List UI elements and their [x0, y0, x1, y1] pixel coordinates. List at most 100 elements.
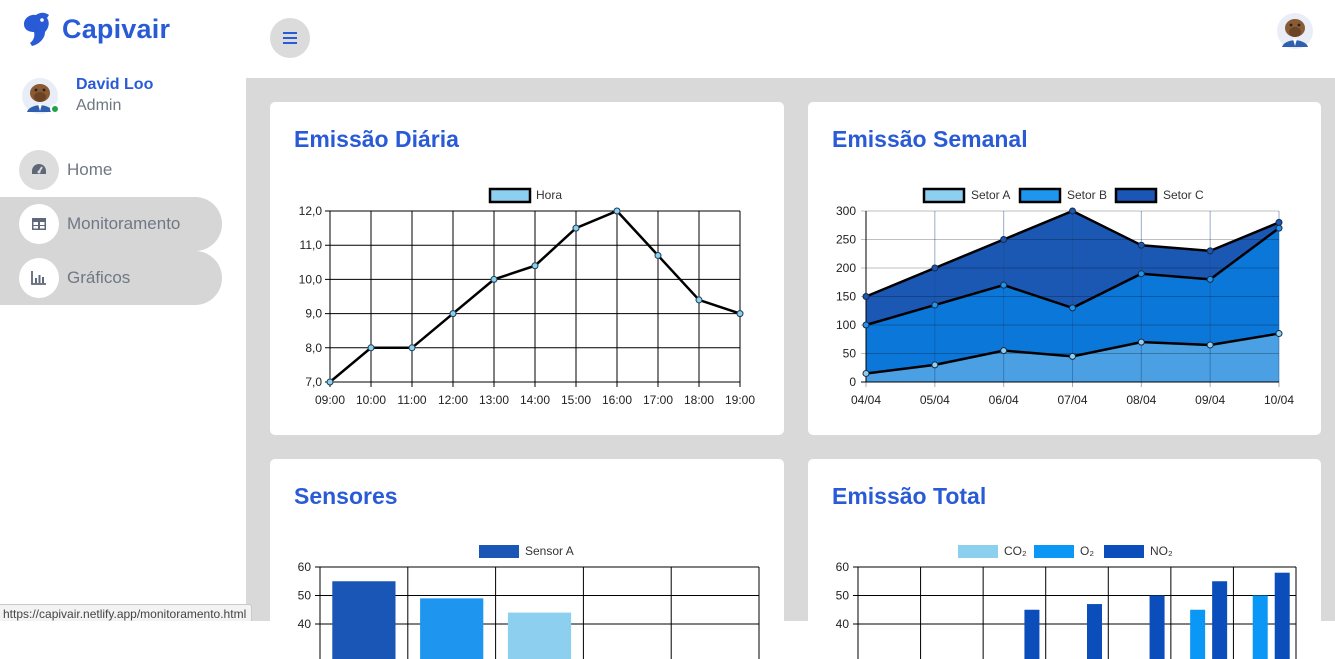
data-point: [932, 302, 938, 308]
brand-name: Capivair: [62, 14, 170, 45]
data-point: [1276, 331, 1282, 337]
online-status-dot: [50, 104, 60, 114]
x-tick-label: 10:00: [356, 393, 386, 407]
x-tick-label: 14:00: [520, 393, 550, 407]
x-tick-label: 15:00: [561, 393, 591, 407]
legend-swatch: [1034, 545, 1074, 558]
brand-logo[interactable]: Capivair: [18, 10, 170, 48]
legend-label: O₂: [1080, 544, 1094, 558]
y-tick-label: 40: [298, 617, 312, 631]
y-tick-label: 9,0: [305, 307, 322, 321]
x-tick-label: 10/04: [1264, 393, 1294, 407]
y-tick-label: 12,0: [299, 204, 323, 218]
bar: [508, 613, 571, 659]
legend-label: Hora: [536, 188, 562, 202]
capybara-avatar-icon: [1277, 13, 1313, 49]
user-profile[interactable]: David Loo Admin: [22, 76, 153, 115]
legend-swatch: [924, 189, 964, 202]
legend-label: Setor B: [1067, 188, 1107, 202]
data-point: [1070, 353, 1076, 359]
sidebar-item-graficos[interactable]: Gráficos: [0, 251, 222, 305]
bar: [332, 581, 395, 659]
data-point: [327, 379, 333, 385]
top-avatar[interactable]: [1277, 13, 1313, 49]
data-point: [409, 345, 415, 351]
sidebar-nav: Home Monitoramento Gráficos: [0, 143, 222, 305]
data-point: [1138, 271, 1144, 277]
bar: [1253, 596, 1268, 659]
legend-label: Sensor A: [525, 544, 574, 558]
x-tick-label: 16:00: [602, 393, 632, 407]
bar: [1212, 581, 1227, 659]
data-point: [655, 252, 661, 258]
data-point: [863, 322, 869, 328]
x-tick-label: 06/04: [989, 393, 1019, 407]
data-point: [1207, 248, 1213, 254]
y-tick-label: 60: [298, 560, 312, 574]
user-name: David Loo: [76, 76, 153, 94]
sensors-bar-chart: Sensor A 60 50 40: [270, 459, 784, 659]
y-tick-label: 250: [836, 233, 856, 247]
x-tick-label: 12:00: [438, 393, 468, 407]
status-bar-url: https://capivair.netlify.app/monitoramen…: [0, 604, 252, 621]
sidebar-item-monitoramento[interactable]: Monitoramento: [0, 197, 222, 251]
table-icon: [19, 204, 59, 244]
x-tick-label: 08/04: [1126, 393, 1156, 407]
x-tick-label: 11:00: [397, 393, 426, 407]
bar: [1190, 610, 1205, 659]
data-point: [696, 297, 702, 303]
data-point: [450, 311, 456, 317]
x-tick-label: 17:00: [643, 393, 673, 407]
data-point: [491, 276, 497, 282]
sidebar-item-home[interactable]: Home: [0, 143, 222, 197]
y-tick-label: 50: [298, 589, 312, 603]
y-tick-label: 50: [843, 347, 857, 361]
top-bar: [246, 0, 1335, 78]
data-point: [1138, 339, 1144, 345]
x-tick-label: 09:00: [315, 393, 345, 407]
avatar: [22, 78, 58, 114]
x-tick-label: 04/04: [851, 393, 881, 407]
legend-label: NO₂: [1150, 544, 1173, 558]
legend-swatch: [1020, 189, 1060, 202]
data-point: [1070, 208, 1076, 214]
data-point: [932, 265, 938, 271]
data-point: [1138, 242, 1144, 248]
x-tick-label: 07/04: [1057, 393, 1087, 407]
menu-toggle-button[interactable]: [270, 18, 310, 58]
data-point: [614, 208, 620, 214]
sidebar-item-label: Home: [67, 160, 112, 180]
bar: [1150, 596, 1165, 659]
sidebar-item-label: Monitoramento: [67, 214, 180, 234]
y-tick-label: 50: [836, 589, 850, 603]
legend-label: CO₂: [1004, 544, 1027, 558]
y-tick-label: 10,0: [299, 272, 323, 286]
x-tick-label: 09/04: [1195, 393, 1225, 407]
x-tick-label: 18:00: [684, 393, 714, 407]
data-point: [1001, 348, 1007, 354]
data-point: [737, 311, 743, 317]
bar-chart-icon: [19, 258, 59, 298]
bar: [1087, 604, 1102, 659]
bar: [1275, 573, 1290, 659]
capybara-logo-icon: [18, 10, 56, 48]
sidebar-item-label: Gráficos: [67, 268, 130, 288]
x-tick-label: 05/04: [920, 393, 950, 407]
data-point: [573, 225, 579, 231]
y-tick-label: 200: [836, 261, 856, 275]
legend-swatch: [1116, 189, 1156, 202]
y-tick-label: 60: [836, 560, 850, 574]
data-point: [1276, 225, 1282, 231]
bar: [1024, 610, 1039, 659]
x-tick-label: 19:00: [725, 393, 755, 407]
hamburger-icon: [283, 32, 297, 44]
legend-swatch: [490, 189, 530, 202]
data-point: [863, 294, 869, 300]
legend-label: Setor A: [971, 188, 1010, 202]
